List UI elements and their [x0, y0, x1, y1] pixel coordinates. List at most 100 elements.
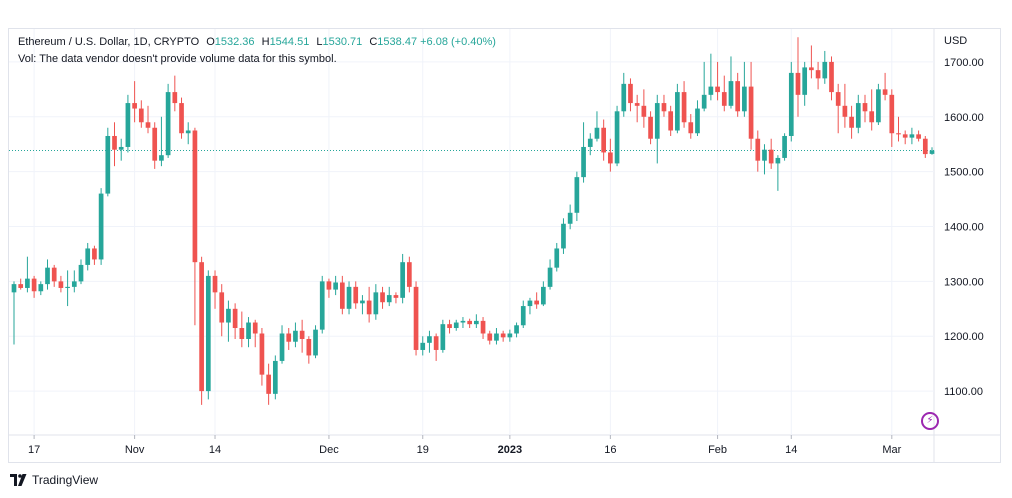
price-tick-label: 1600.00 [944, 112, 984, 124]
candle [695, 100, 700, 136]
candle [775, 155, 781, 191]
candle-body [125, 103, 131, 147]
candle [447, 319, 452, 334]
candle [25, 256, 30, 293]
candle-body [299, 330, 305, 339]
tradingview-brand[interactable]: TradingView [10, 473, 98, 487]
candle-body [226, 308, 231, 323]
candle-body [902, 134, 908, 138]
candle-body [695, 108, 700, 134]
candle [306, 336, 312, 364]
candle [226, 300, 231, 342]
candle-body [782, 135, 787, 158]
candle [554, 242, 560, 272]
time-tick-label: Mar [882, 444, 901, 456]
candle [815, 61, 821, 90]
candle [286, 328, 292, 350]
candle [212, 270, 218, 309]
candle-body [172, 92, 178, 104]
open-value: 1532.36 [214, 36, 255, 48]
candle [159, 116, 164, 167]
candle [587, 133, 593, 156]
candle-body [45, 267, 50, 285]
candle [835, 83, 841, 134]
candle-body [876, 89, 881, 123]
candle-body [849, 116, 854, 128]
candle [252, 319, 258, 348]
candle [614, 105, 620, 167]
candle [567, 204, 573, 230]
candle [406, 256, 412, 293]
candle [648, 111, 653, 145]
candle [708, 53, 714, 101]
candle [326, 278, 332, 298]
candle [802, 61, 808, 106]
candle [400, 253, 405, 304]
candle [735, 72, 741, 117]
candle [634, 94, 640, 123]
candle-body [916, 134, 921, 139]
candle [366, 286, 372, 323]
candle-body [152, 127, 158, 161]
close-value: 1538.47 [377, 36, 418, 48]
candle [829, 56, 834, 101]
open-label: O [206, 36, 215, 48]
candle [319, 275, 325, 334]
candle [266, 363, 271, 405]
candle-body [413, 286, 419, 350]
candle [132, 81, 137, 123]
candle-body [809, 67, 814, 71]
candle [494, 328, 499, 345]
candle [561, 218, 566, 254]
candle-body [675, 92, 680, 131]
candle [339, 275, 345, 315]
candle-body [179, 103, 184, 134]
candle [514, 322, 519, 338]
candle-body [909, 134, 915, 138]
candle-body [487, 333, 493, 341]
candle [621, 72, 627, 117]
candle [427, 330, 432, 353]
candle [125, 94, 131, 153]
candle-body [420, 342, 426, 350]
candle [728, 56, 734, 109]
candle-body [112, 135, 117, 150]
candle [520, 300, 526, 329]
chart-frame [8, 28, 1001, 463]
lightning-icon[interactable]: ⚡ [921, 412, 939, 430]
volume-note: Vol: The data vendor doesn't provide vol… [18, 53, 337, 65]
candle [192, 127, 198, 326]
candle [386, 286, 392, 307]
candle [299, 319, 305, 353]
candle-body [373, 292, 379, 315]
candle [272, 355, 278, 400]
candle [413, 281, 419, 356]
candle-body [842, 105, 848, 117]
candle-body [889, 94, 895, 134]
candle [876, 83, 881, 126]
candle [795, 37, 801, 117]
candle-body [98, 193, 104, 260]
candle [78, 259, 84, 285]
candle-body [587, 138, 593, 147]
candle-body [822, 61, 828, 79]
candle [594, 111, 600, 142]
candle-body [735, 81, 741, 112]
candle [507, 329, 513, 342]
candle [668, 105, 674, 136]
candle-body [18, 284, 24, 288]
candle-body [199, 262, 204, 392]
candle [185, 122, 191, 145]
candle-body [514, 325, 519, 334]
candle-body [105, 135, 111, 194]
time-tick-label: Nov [125, 444, 145, 456]
candle-body [742, 86, 747, 112]
candle-body [78, 264, 84, 282]
candle-body [768, 149, 774, 164]
candle [782, 133, 787, 161]
candle-body [279, 333, 285, 361]
candle-body [25, 278, 30, 288]
candle-body [386, 295, 392, 303]
candle-body [862, 103, 868, 112]
